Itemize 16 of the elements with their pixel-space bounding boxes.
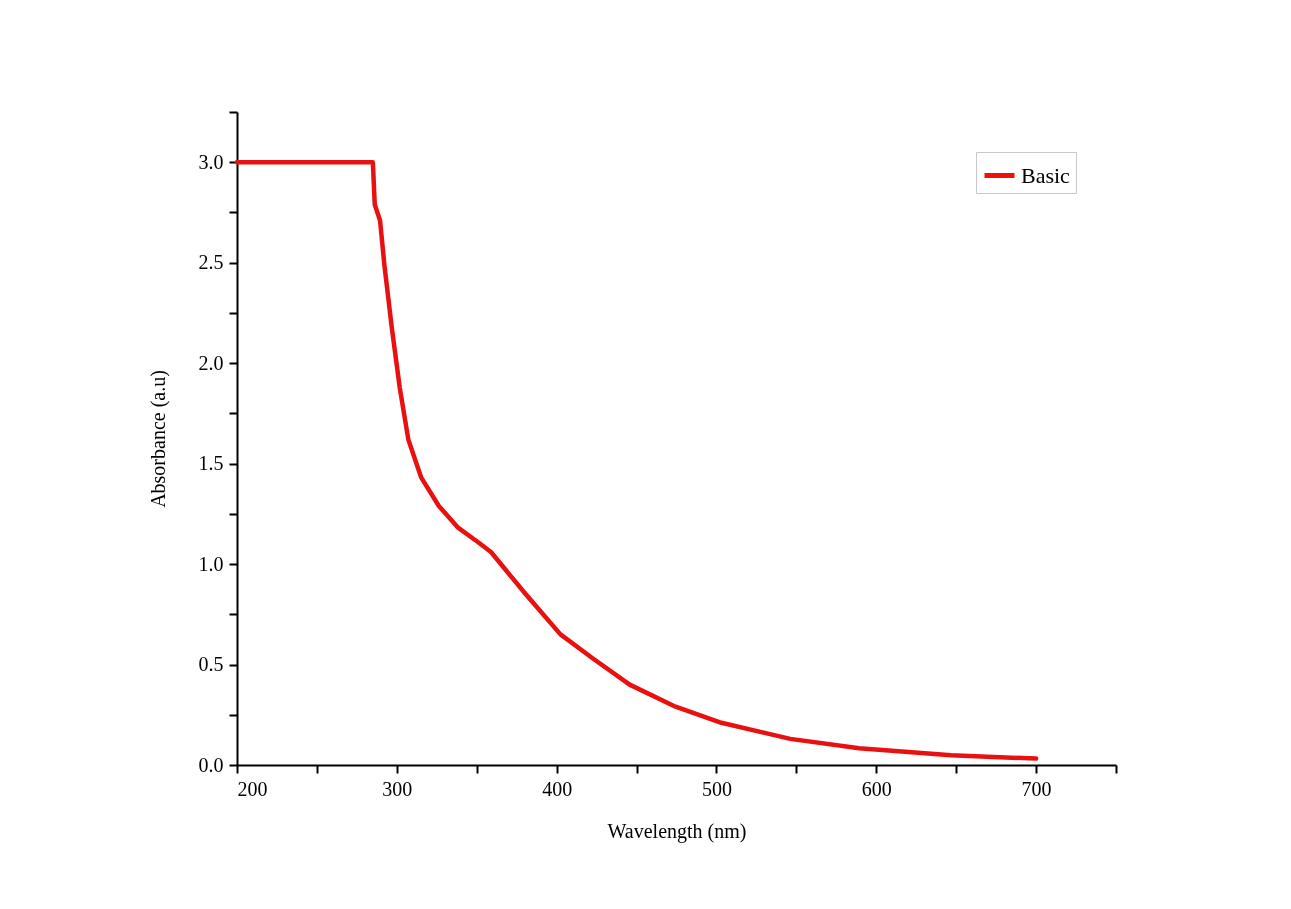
y-tick-label: 2.5: [198, 251, 224, 274]
x-tick-label: 200: [237, 777, 268, 800]
y-tick-label: 1.0: [198, 552, 224, 575]
legend-label: Basic: [1021, 162, 1071, 188]
x-tick-label: 600: [861, 777, 892, 800]
x-tick-label: 700: [1021, 777, 1052, 800]
x-tick-label: 500: [701, 777, 732, 800]
x-axis-title: Wavelength (nm): [607, 819, 747, 843]
x-tick-label: 300: [382, 777, 413, 800]
y-tick-label: 3.0: [198, 150, 224, 173]
y-tick-label: 0.5: [198, 653, 224, 676]
y-axis-title: Absorbance (a.u): [146, 370, 170, 508]
y-tick-label: 2.0: [198, 351, 224, 374]
text: 0.0: [198, 753, 224, 776]
x-tick-label: 400: [542, 777, 573, 800]
y-tick-label: 1.5: [198, 452, 224, 475]
